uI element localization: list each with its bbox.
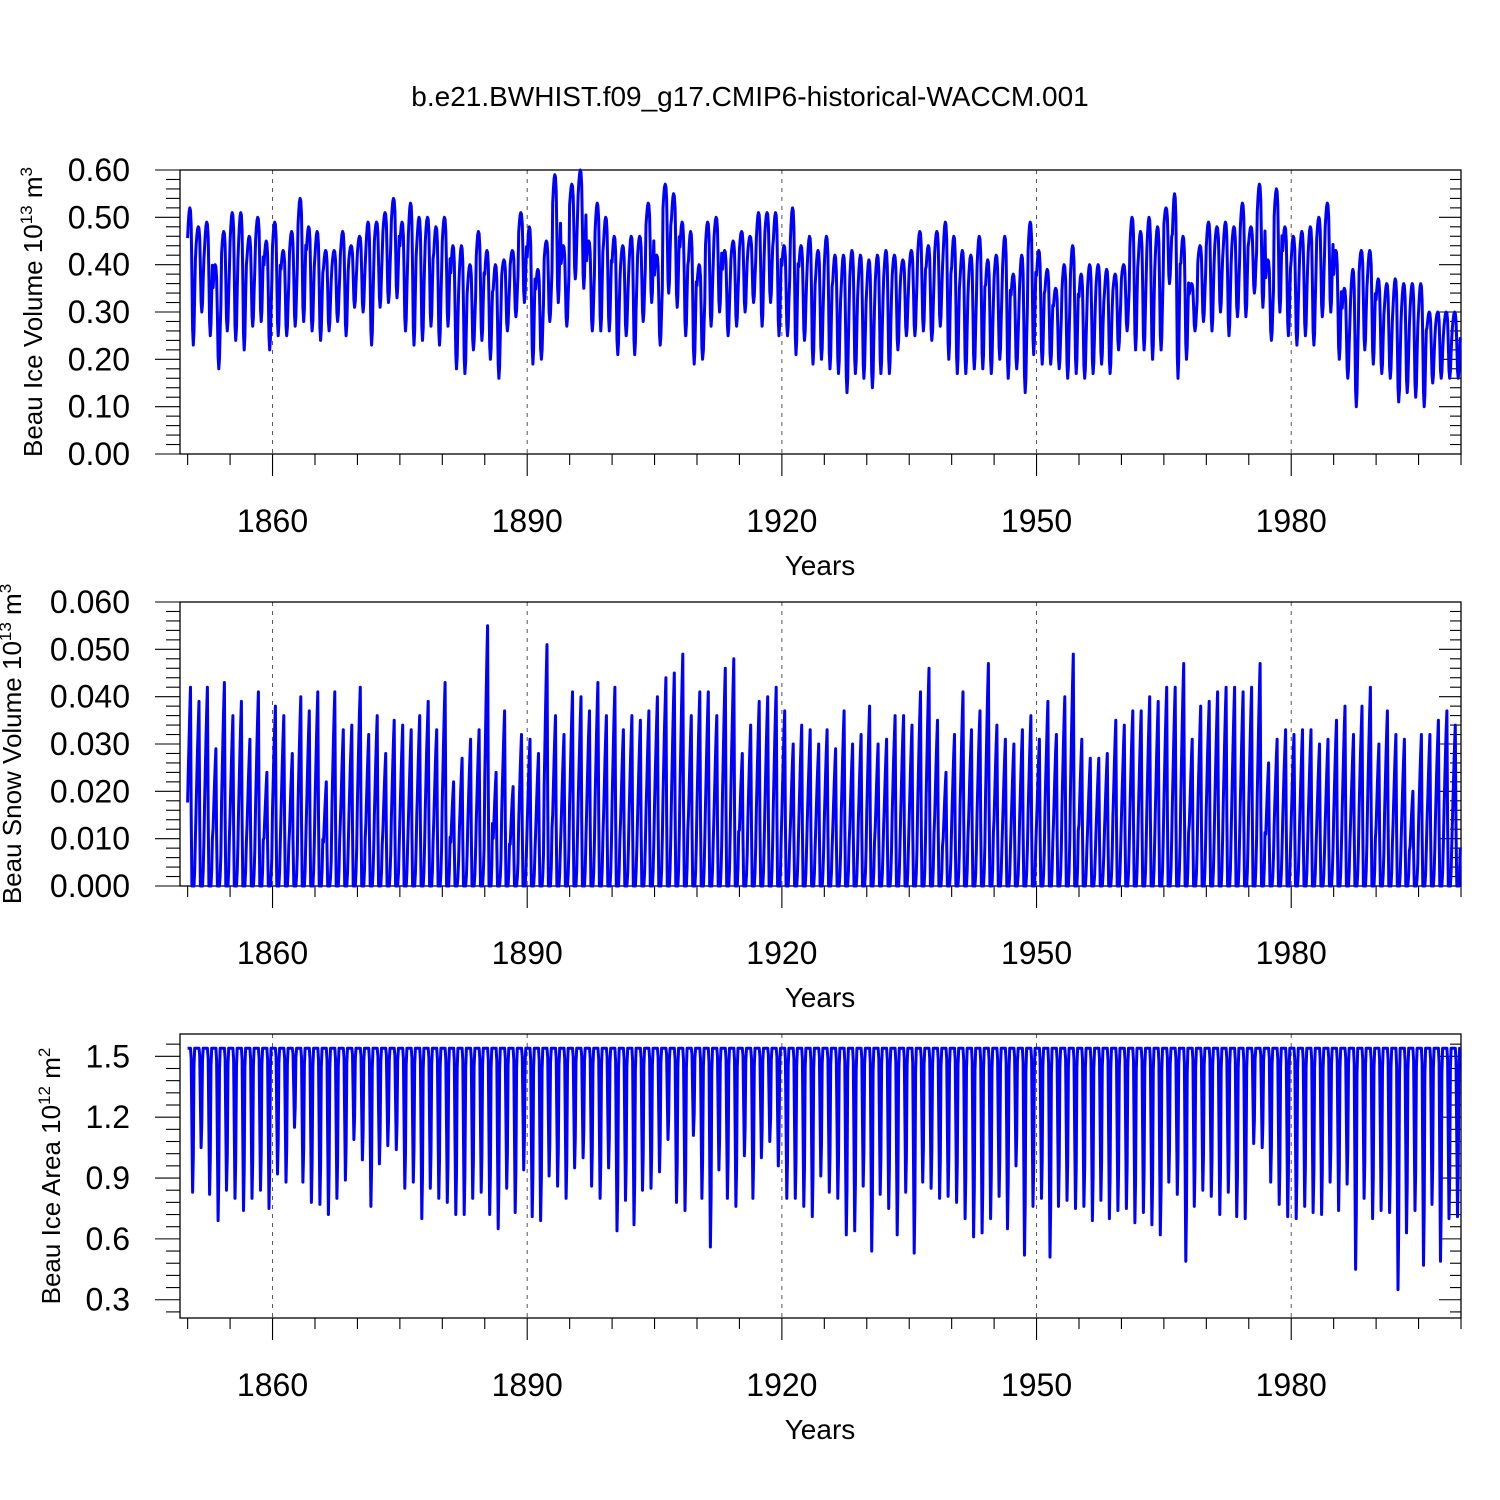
snow-volume-ytick-label: 0.050: [50, 631, 130, 667]
ice-area-ytick-label: 0.3: [86, 1282, 130, 1318]
ice-volume-panel: Beau Ice Volume 1013 m3 Years 1860 1890 19…: [17, 152, 1462, 581]
snow-volume-ytick-label: 0.030: [50, 726, 130, 762]
ice-volume-series-line: [186, 168, 1462, 409]
snow-volume-xtick-label: 1980: [1256, 935, 1327, 971]
ice-area-xtick-label: 1890: [492, 1367, 563, 1403]
snow-volume-ytick-label: 0.010: [50, 821, 130, 857]
ice-area-ytick-label: 0.9: [86, 1160, 130, 1196]
snow-volume-ytick-label: 0.020: [50, 773, 130, 809]
ice-volume-ytick-label: 0.20: [68, 341, 130, 377]
ice-area-ytick-label: 1.5: [86, 1038, 130, 1074]
ice-volume-xtick-label: 1890: [492, 503, 563, 539]
ice-volume-xtick-label: 1920: [746, 503, 817, 539]
snow-volume-ytick-label: 0.060: [50, 584, 130, 620]
ice-volume-ytick-label: 0.50: [68, 199, 130, 235]
ice-volume-ytick-label: 0.60: [68, 152, 130, 188]
ice-area-xtick-label: 1950: [1001, 1367, 1072, 1403]
ice-volume-plot-frame: [179, 169, 1462, 455]
figure-title: b.e21.BWHIST.f09_g17.CMIP6-historical-WA…: [411, 81, 1088, 112]
ice-area-xtick-label: 1920: [746, 1367, 817, 1403]
snow-volume-xtick-label: 1860: [237, 935, 308, 971]
snow-volume-xtick-label: 1890: [492, 935, 563, 971]
ice-volume-ytick-label: 0.40: [68, 247, 130, 283]
ice-volume-ytick-label: 0.10: [68, 389, 130, 425]
snow-volume-series-line: [186, 624, 1462, 888]
snow-volume-xtick-label: 1950: [1001, 935, 1072, 971]
snow-volume-xlabel: Years: [785, 982, 856, 1013]
snow-volume-ytick-label: 0.000: [50, 868, 130, 904]
snow-volume-panel: Beau Snow Volume 1013 m3 Years 1860 1890 1…: [0, 584, 1462, 1013]
ice-area-series-line: [186, 1046, 1462, 1292]
ice-volume-xlabel: Years: [785, 550, 856, 581]
ice-volume-ylabel: Beau Ice Volume 1013 m3: [17, 167, 48, 457]
ice-area-xtick-label: 1980: [1256, 1367, 1327, 1403]
ice-volume-ytick-label: 0.30: [68, 294, 130, 330]
ice-volume-ytick-label: 0.00: [68, 436, 130, 472]
snow-volume-ytick-label: 0.040: [50, 679, 130, 715]
ice-volume-xtick-label: 1860: [237, 503, 308, 539]
ice-area-plot-frame: [179, 1033, 1462, 1319]
ice-area-panel: Beau Ice Area 1012 m2 Years 1860 1890 1920…: [35, 1033, 1462, 1445]
ice-area-ytick-label: 1.2: [86, 1099, 130, 1135]
ice-area-ytick-label: 0.6: [86, 1221, 130, 1257]
ice-area-xlabel: Years: [785, 1414, 856, 1445]
ice-volume-xtick-label: 1980: [1256, 503, 1327, 539]
ice-volume-xtick-label: 1950: [1001, 503, 1072, 539]
snow-volume-xtick-label: 1920: [746, 935, 817, 971]
ice-area-xtick-label: 1860: [237, 1367, 308, 1403]
ice-area-ylabel: Beau Ice Area 1012 m2: [35, 1048, 66, 1305]
snow-volume-ylabel: Beau Snow Volume 1013 m3: [0, 584, 27, 904]
